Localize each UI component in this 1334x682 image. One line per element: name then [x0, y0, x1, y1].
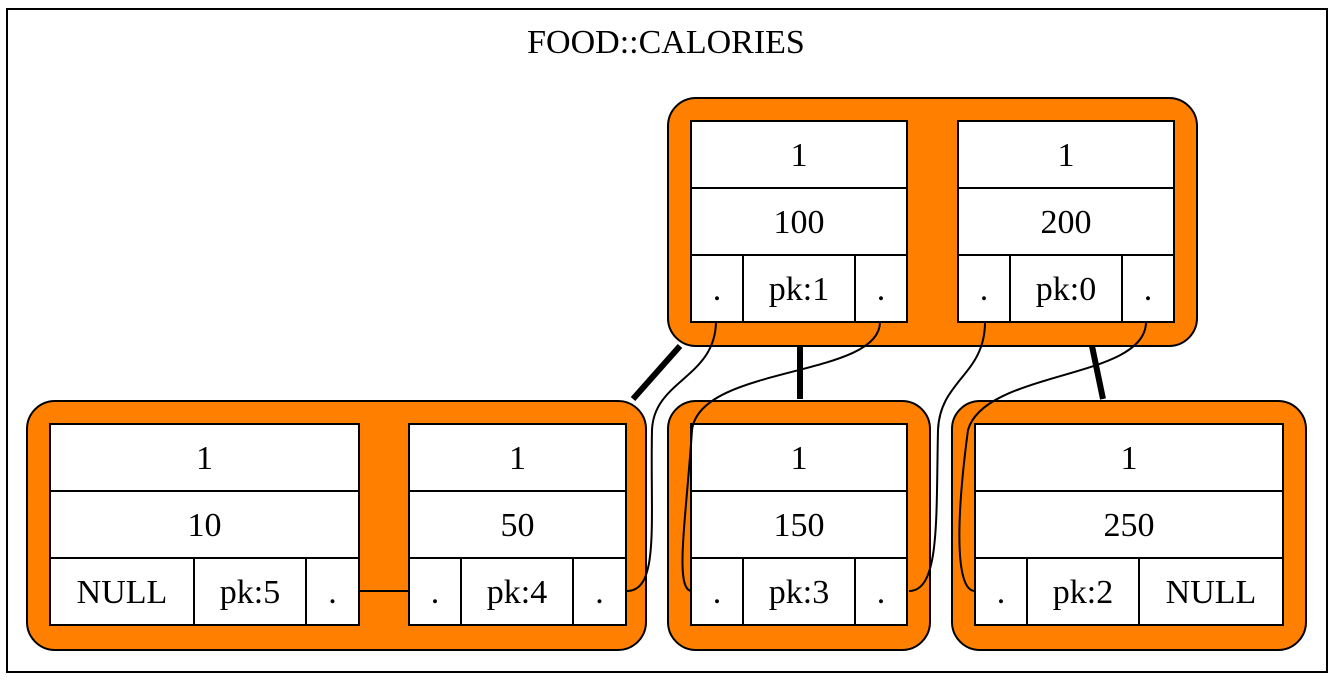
entry-right-pointer: .	[328, 574, 337, 611]
value-cell	[974, 490, 1284, 559]
entry-count: 1	[791, 137, 808, 174]
entry-value: 100	[774, 204, 825, 241]
left-pointer-cell	[49, 557, 195, 626]
count-cell	[974, 423, 1284, 492]
left-pointer-cell	[690, 254, 744, 323]
entry-value: 150	[774, 507, 825, 544]
entry-left-pointer: .	[713, 574, 722, 611]
entry-pk: pk:4	[487, 574, 547, 611]
tree-edges	[630, 344, 1106, 401]
link-pk4-root	[626, 321, 717, 592]
entry-pk: pk:0	[1036, 271, 1096, 308]
entry-right-pointer: .	[877, 574, 886, 611]
entry-count: 1	[1121, 440, 1138, 477]
entry-left-pointer: .	[713, 271, 722, 308]
edge-root-leaf3	[1089, 345, 1106, 400]
entry-value: 200	[1041, 204, 1092, 241]
pointer-links	[359, 321, 1147, 592]
entry-count: 1	[196, 440, 213, 477]
pk-cell	[1026, 557, 1140, 626]
count-cell	[957, 120, 1175, 189]
value-cell	[690, 490, 908, 559]
entry-value: 10	[188, 507, 222, 544]
right-pointer-cell	[305, 557, 360, 626]
entry-count: 1	[791, 440, 808, 477]
left-pointer-cell	[690, 557, 744, 626]
right-pointer-cell	[1138, 557, 1284, 626]
entry-left-pointer: NULL	[77, 574, 168, 611]
pk-cell	[193, 557, 307, 626]
entry-pk: pk:3	[769, 574, 829, 611]
entry-right-pointer: .	[595, 574, 604, 611]
entry-count: 1	[1058, 137, 1075, 174]
left-pointer-cell	[408, 557, 462, 626]
value-cell	[957, 187, 1175, 256]
right-pointer-cell	[572, 557, 627, 626]
value-cell	[49, 490, 360, 559]
entry-pk: pk:2	[1053, 574, 1113, 611]
entry-left-pointer: .	[431, 574, 440, 611]
pk-cell	[742, 254, 856, 323]
entry-value: 250	[1104, 507, 1155, 544]
entry-right-pointer: .	[1144, 271, 1153, 308]
entry-right-pointer: NULL	[1166, 574, 1257, 611]
pk-cell	[1009, 254, 1123, 323]
link-root-pk3-left	[681, 321, 881, 592]
entry-value: 50	[501, 507, 535, 544]
entry-left-pointer: .	[997, 574, 1006, 611]
link-root-pk2-left	[958, 321, 1147, 592]
entry-left-pointer: .	[980, 271, 989, 308]
right-pointer-cell	[854, 557, 908, 626]
entry-pk: pk:1	[769, 271, 829, 308]
value-cell	[408, 490, 627, 559]
link-pk3-root	[908, 321, 986, 592]
value-cell	[690, 187, 908, 256]
count-cell	[690, 120, 908, 189]
right-pointer-cell	[1121, 254, 1175, 323]
entry-right-pointer: .	[877, 271, 886, 308]
entry-pk: pk:5	[220, 574, 280, 611]
edge-root-leaf1	[630, 344, 683, 401]
pk-cell	[460, 557, 574, 626]
count-cell	[408, 423, 627, 492]
entry-count: 1	[509, 440, 526, 477]
left-pointer-cell	[957, 254, 1011, 323]
diagram-title: FOOD::CALORIES	[527, 24, 805, 61]
